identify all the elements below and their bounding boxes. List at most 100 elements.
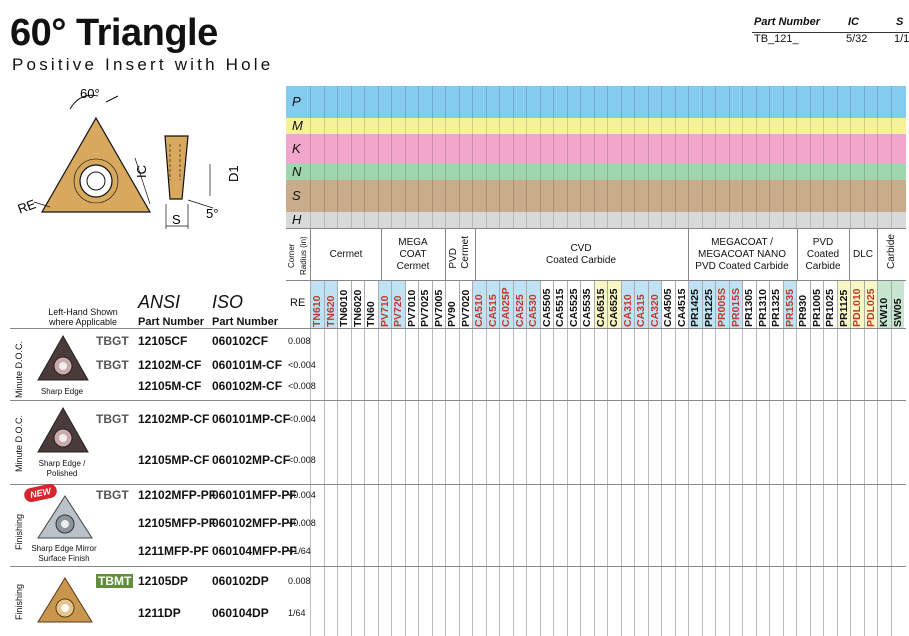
row-prefix: TBGT	[96, 488, 129, 502]
grid-line	[674, 328, 676, 636]
grid-line	[377, 328, 379, 636]
grid-line	[823, 328, 824, 636]
grid-line	[350, 86, 352, 228]
grade-column-bg	[593, 280, 607, 328]
grade-label-pv7010: PV7010	[405, 289, 418, 327]
grade-column-bg	[823, 280, 837, 328]
ic-header: IC	[848, 16, 859, 28]
ic-label: IC	[134, 165, 149, 178]
iso-part-number: 060101M-CF	[212, 358, 283, 372]
grade-label-pv7005: PV7005	[432, 289, 445, 327]
dp-insert-image	[37, 577, 93, 623]
grid-line	[286, 400, 906, 401]
re-label: RE	[16, 196, 38, 216]
d1-label: D1	[226, 165, 241, 182]
grade-label-pr1005: PR1005	[810, 289, 823, 327]
grid-line	[404, 328, 406, 636]
grade-label-ca5515: CA5515	[554, 288, 566, 327]
grade-column-bg	[661, 280, 675, 328]
grade-label-tn6010: TN6010	[338, 289, 350, 327]
grid-line	[863, 86, 865, 228]
corner-radius-value: <0.004	[288, 360, 316, 370]
part-number-header: Part Number	[754, 16, 821, 28]
group-divider	[445, 228, 446, 280]
grid-line	[701, 86, 703, 228]
grade-column-bg	[539, 280, 553, 328]
clearance-angle-label: 5°	[206, 206, 218, 221]
ansi-part-number: 12102M-CF	[138, 358, 202, 372]
grid-line	[418, 86, 419, 228]
grade-label-ca6515: CA6515	[594, 288, 607, 327]
material-code-k: K	[292, 141, 301, 156]
grid-line	[566, 328, 568, 636]
grid-line	[377, 86, 379, 228]
grid-line	[310, 328, 311, 636]
grade-label-pr1325: PR1325	[770, 289, 782, 327]
grade-column-bg	[688, 280, 702, 328]
grid-line	[836, 86, 838, 228]
pvd-cermet-header: PVDCermet	[448, 236, 471, 269]
section-label-3: Finishing	[14, 513, 24, 550]
material-band-s	[286, 180, 906, 212]
grade-label-ca025p: CA025P	[500, 287, 512, 327]
material-code-m: M	[292, 118, 303, 133]
grid-line	[404, 86, 406, 228]
grade-label-pr1305: PR1305	[743, 289, 755, 327]
grade-column-bg	[701, 280, 715, 328]
grade-column-bg	[526, 280, 540, 328]
grid-line	[337, 328, 338, 636]
corner-radius-value: 1/64	[288, 608, 306, 618]
grade-label-ca5505: CA5505	[540, 288, 553, 327]
material-band-n	[286, 164, 906, 180]
grid-line	[286, 328, 906, 329]
grade-column-bg	[350, 280, 364, 328]
grid-line	[701, 328, 703, 636]
grid-line	[715, 86, 716, 228]
grid-line	[539, 86, 541, 228]
grade-column-bg	[458, 280, 472, 328]
grade-label-pr1125: PR1125	[837, 289, 850, 327]
grid-line	[769, 328, 770, 636]
grid-line	[512, 328, 514, 636]
grid-line	[877, 86, 878, 228]
iso-part-number: 060101MP-CF	[212, 412, 291, 426]
grade-label-tn6020: TN6020	[351, 289, 364, 327]
section-label-4: Finishing	[14, 583, 24, 620]
grade-column-bg	[418, 280, 432, 328]
grid-line	[823, 86, 824, 228]
corner-radius-value: <0.004	[288, 414, 316, 424]
s-label: S	[172, 212, 181, 227]
s-value: 1/1	[894, 33, 909, 45]
iso-part-number: 060101MFP-PF	[212, 488, 297, 502]
iso-part-number: 060102CF	[212, 334, 269, 348]
ansi-part-number: 12102MFP-PF	[138, 488, 217, 502]
grade-label-pr005s: PR005S	[716, 287, 728, 327]
left-hand-note: Left-Hand Shown where Applicable	[48, 307, 118, 327]
dlc-header: DLC	[852, 249, 873, 260]
grade-column-bg	[742, 280, 756, 328]
grade-label-ca5535: CA5535	[581, 288, 593, 327]
grid-line	[566, 86, 568, 228]
group-divider	[475, 228, 476, 280]
grid-line	[286, 484, 906, 485]
grid-line	[742, 86, 743, 228]
grid-line	[512, 86, 514, 228]
grid-line	[580, 86, 581, 228]
grid-line	[647, 86, 649, 228]
grade-column-bg	[472, 280, 486, 328]
grade-label-pdl010: PDL010	[851, 288, 863, 327]
row-prefix: TBGT	[96, 358, 129, 372]
section-label-1: Minute D.O.C.	[14, 340, 24, 398]
megacoat-nano-header: MEGACOAT / MEGACOAT NANO PVD Coated Carbid…	[695, 237, 789, 272]
corner-radius-header: Corner Radius (in)	[287, 236, 308, 276]
grid-line	[553, 328, 554, 636]
material-code-p: P	[292, 94, 301, 109]
grid-line	[391, 86, 392, 228]
grade-column-bg	[769, 280, 783, 328]
grade-label-ca5525: CA5525	[567, 288, 580, 327]
grade-label-ca315: CA315	[635, 294, 647, 327]
grid-line	[782, 86, 784, 228]
section-caption-1: Sharp Edge	[40, 387, 84, 396]
material-code-n: N	[292, 164, 302, 179]
grid-line	[431, 328, 433, 636]
